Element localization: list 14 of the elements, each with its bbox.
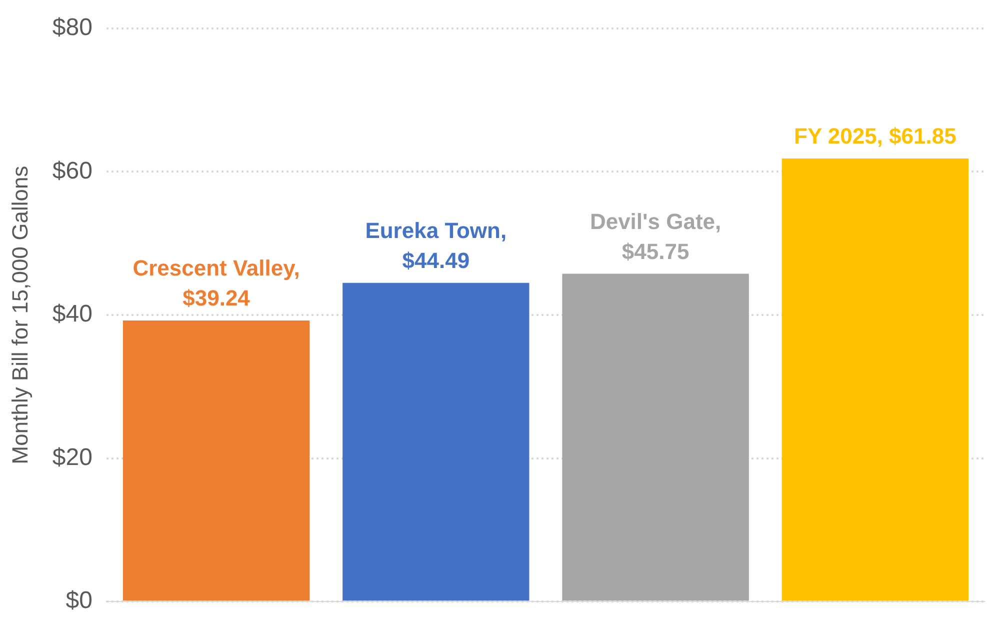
bar bbox=[122, 320, 310, 601]
data-label: FY 2025, $61.85 bbox=[794, 124, 956, 149]
y-tick-label: $20 bbox=[52, 444, 92, 471]
data-label: Eureka Town, $44.49 bbox=[365, 218, 507, 273]
y-tick-label: $0 bbox=[66, 587, 92, 614]
bar bbox=[782, 158, 969, 601]
data-label: Crescent Valley, $39.24 bbox=[132, 256, 300, 311]
y-tick-label: $80 bbox=[52, 14, 92, 42]
y-tick-label: $40 bbox=[52, 300, 92, 328]
y-axis-title: Monthly Bill for 15,000 Gallons bbox=[7, 166, 32, 464]
y-tick-label: $60 bbox=[52, 157, 92, 184]
bar bbox=[562, 274, 749, 601]
bar bbox=[342, 282, 530, 601]
data-label: Devil's Gate, $45.75 bbox=[590, 208, 722, 264]
